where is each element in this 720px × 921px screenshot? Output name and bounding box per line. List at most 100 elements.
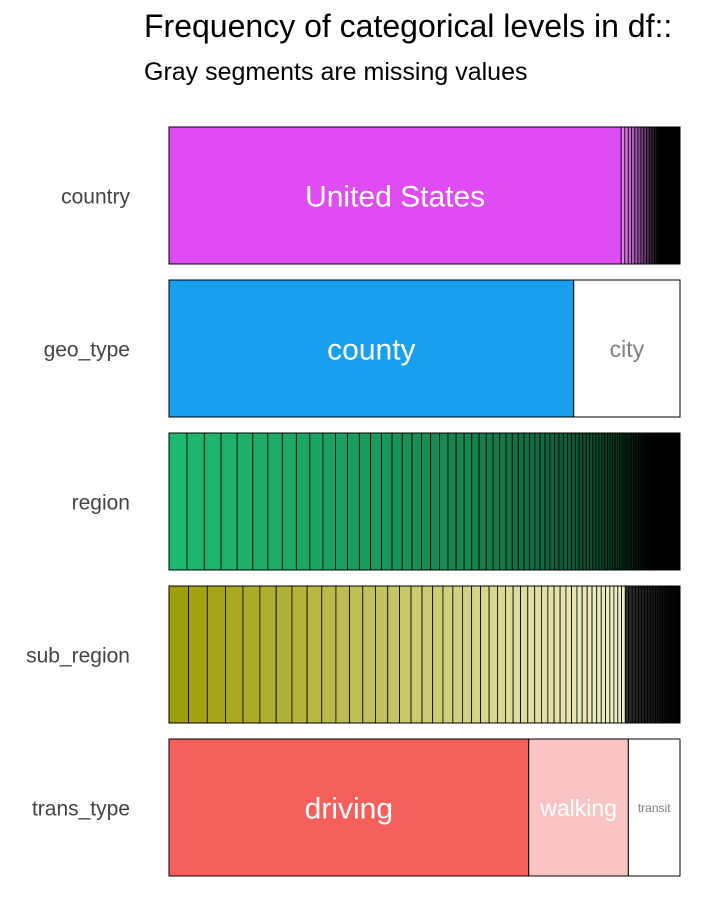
segment-transit bbox=[627, 738, 681, 877]
level-segment bbox=[598, 432, 603, 571]
level-segment bbox=[432, 585, 444, 724]
level-segment bbox=[399, 585, 412, 724]
level-segment bbox=[601, 432, 606, 571]
level-segment bbox=[452, 585, 463, 724]
level-segment bbox=[574, 432, 580, 571]
level-segment bbox=[430, 432, 440, 571]
level-segment bbox=[581, 585, 588, 724]
level-segment bbox=[411, 432, 422, 571]
level-segment bbox=[637, 126, 642, 265]
segment-label-united-states: United States bbox=[305, 180, 485, 213]
level-segment bbox=[478, 432, 487, 571]
level-segment bbox=[236, 432, 254, 571]
level-segment bbox=[627, 126, 632, 265]
level-segment bbox=[595, 432, 600, 571]
level-segment bbox=[505, 432, 513, 571]
level-segment bbox=[186, 432, 205, 571]
level-segment bbox=[295, 432, 311, 571]
level-segment bbox=[646, 126, 650, 265]
level-segment bbox=[497, 585, 506, 724]
level-segment bbox=[362, 585, 376, 724]
level-segment bbox=[511, 432, 519, 571]
axis-label-region: region bbox=[72, 492, 130, 515]
level-segment bbox=[635, 585, 640, 724]
level-segment bbox=[544, 432, 551, 571]
segment-walking bbox=[528, 738, 629, 877]
bar-outline bbox=[168, 432, 681, 571]
level-segment bbox=[640, 126, 645, 265]
level-segment bbox=[358, 432, 372, 571]
segment-label-transit: transit bbox=[638, 801, 671, 815]
level-segment bbox=[641, 585, 646, 724]
level-segment bbox=[567, 432, 572, 571]
level-segment bbox=[534, 585, 542, 724]
level-segment bbox=[562, 432, 568, 571]
level-segment bbox=[589, 432, 594, 571]
level-segment bbox=[520, 585, 529, 724]
level-segment bbox=[613, 585, 619, 724]
level-segment bbox=[586, 585, 593, 724]
level-segment bbox=[549, 432, 555, 571]
level-segment bbox=[534, 432, 541, 571]
level-segment bbox=[291, 585, 308, 724]
level-segment bbox=[401, 432, 413, 571]
level-segment bbox=[505, 585, 514, 724]
chart-title: Frequency of categorical levels in df:: bbox=[144, 8, 673, 44]
level-segment bbox=[322, 432, 336, 571]
level-segment bbox=[620, 126, 626, 265]
level-segment bbox=[628, 585, 633, 724]
level-segment bbox=[604, 432, 608, 571]
level-segment bbox=[624, 126, 629, 265]
level-segment bbox=[541, 585, 549, 724]
axis-label-sub_region: sub_region bbox=[26, 645, 130, 668]
level-segment bbox=[644, 585, 648, 724]
level-segment bbox=[252, 432, 269, 571]
level-segment bbox=[554, 432, 560, 571]
level-segment bbox=[596, 585, 602, 724]
axis-label-geo_type: geo_type bbox=[44, 339, 130, 362]
level-segment bbox=[225, 585, 244, 724]
level-segment bbox=[471, 432, 480, 571]
level-segment bbox=[267, 432, 283, 571]
level-segment bbox=[220, 432, 238, 571]
level-segment bbox=[600, 585, 607, 724]
level-segment bbox=[499, 432, 507, 571]
level-segment bbox=[488, 585, 498, 724]
bar-country: country United States bbox=[61, 126, 681, 265]
level-segment bbox=[309, 432, 324, 571]
level-segment bbox=[335, 432, 349, 571]
level-segment bbox=[558, 432, 564, 571]
segment-label-driving: driving bbox=[305, 792, 393, 825]
level-segment bbox=[609, 585, 615, 724]
bar-region: region bbox=[72, 432, 681, 571]
level-segment bbox=[168, 585, 189, 724]
level-segment bbox=[631, 585, 636, 724]
level-segment bbox=[638, 585, 643, 724]
level-segment bbox=[565, 585, 572, 724]
level-segment bbox=[617, 585, 623, 724]
axis-label-country: country bbox=[61, 186, 130, 209]
axis-label-trans_type: trans_type bbox=[32, 798, 130, 821]
level-segment bbox=[447, 432, 457, 571]
level-segment bbox=[571, 585, 578, 724]
level-segment bbox=[539, 432, 546, 571]
level-segment bbox=[462, 585, 473, 724]
level-segment bbox=[439, 432, 449, 571]
segment-county bbox=[168, 279, 575, 418]
segment-label-city: city bbox=[610, 336, 645, 362]
bar-geo_type: geo_type county city bbox=[44, 279, 681, 418]
bar-outline bbox=[168, 738, 681, 877]
level-segment bbox=[485, 432, 494, 571]
level-segment bbox=[321, 585, 337, 724]
level-segment bbox=[492, 432, 501, 571]
segment-driving bbox=[168, 738, 530, 877]
level-segment bbox=[517, 432, 525, 571]
level-segment bbox=[571, 432, 576, 571]
bar-outline bbox=[168, 279, 681, 418]
level-segment bbox=[188, 585, 208, 724]
level-segment bbox=[442, 585, 454, 724]
level-segment bbox=[306, 585, 323, 724]
level-segment bbox=[421, 585, 434, 724]
level-segment bbox=[387, 585, 400, 724]
